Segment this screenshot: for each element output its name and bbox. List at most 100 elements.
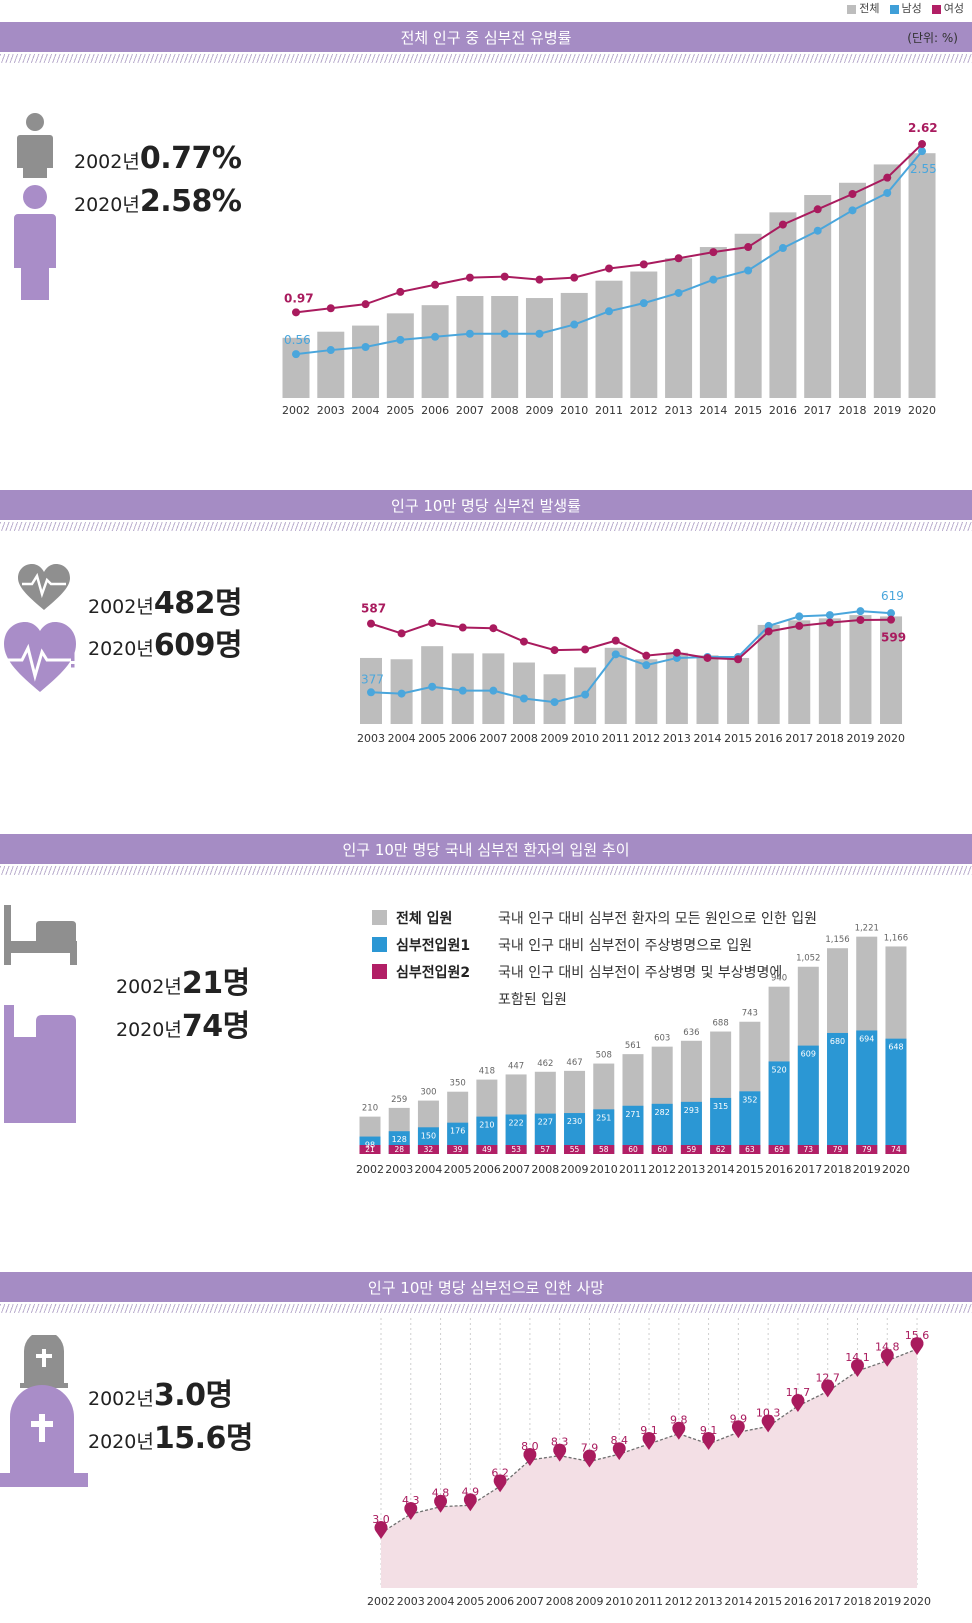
prevalence-xtick-2003: 2003 [317,404,345,417]
admission-bar-hf2-2007 [505,1145,527,1154]
incidence-xtick-2012: 2012 [632,732,660,745]
legend-swatch-total [847,4,857,14]
admission-label-hf1-2008: 227 [538,1118,553,1127]
prevalence-xtick-2011: 2011 [595,404,623,417]
admission-bar-hf2-2012 [651,1145,673,1154]
incidence-female-point-4 [489,624,498,633]
admission-bar-hf1-2013 [680,1101,702,1154]
mortality-label-2005: 4.9 [462,1485,480,1498]
mortality-label-2011: 9.1 [640,1424,658,1437]
admission-bar-hf2-2002 [359,1145,381,1154]
admission-label-hf2-2005: 39 [453,1145,463,1154]
mortality-label-2007: 8.0 [521,1440,539,1453]
admission-label-hf2-2007: 53 [511,1145,521,1154]
mortality-marker-2006 [493,1474,507,1493]
mortality-label-2017: 12.7 [815,1371,840,1384]
section1-unit: (단위: %) [907,30,958,45]
incidence-xtick-2010: 2010 [571,732,599,745]
admission-xtick-2002: 2002 [356,1163,384,1176]
admission-label-total-2015: 743 [742,1009,758,1019]
mortality-area [381,1349,918,1588]
prevalence-male-point-18 [918,147,927,156]
prevalence-bar-2009 [525,298,553,398]
bed-icon [4,905,77,1123]
section3-stat-2020-year: 2020년 [116,1019,182,1041]
section4-banner: 인구 10만 명당 심부전으로 인한 사망 [0,1272,972,1302]
mortality-label-2020: 15.6 [905,1329,930,1342]
admission-label-hf1-2012: 282 [655,1108,670,1117]
admission-bar-hf2-2013 [680,1145,702,1154]
mortality-label-2010: 8.4 [610,1434,628,1447]
incidence-male-point-6 [550,698,559,707]
incidence-bar-2016 [757,624,780,724]
mortality-xtick-2005: 2005 [456,1595,484,1608]
mortality-label-2006: 6.2 [491,1466,509,1479]
admission-legend-desc-total: 국내 인구 대비 심부전 환자의 모든 원인으로 인한 입원 [498,910,817,927]
admission-bar-hf2-2017 [797,1145,819,1154]
admission-label-hf1-2002: 98 [365,1141,375,1150]
mortality-xtick-2015: 2015 [754,1595,782,1608]
incidence-female-point-7 [581,645,590,654]
incidence-female-point-2 [428,618,437,627]
admission-legend-swatch-total [372,910,387,925]
incidence-bar-2012 [635,659,658,724]
prevalence-xtick-2010: 2010 [560,404,588,417]
admission-bar-hf2-2010 [593,1145,615,1154]
admission-label-hf1-2014: 315 [713,1102,728,1111]
prevalence-bar-2003 [317,331,345,398]
prevalence-female-point-2 [361,300,370,309]
incidence-male-point-7 [581,690,590,699]
admission-bar-hf1-2007 [505,1114,527,1154]
admission-legend-name-hf2: 심부전입원2 [396,964,471,981]
admission-bar-hf1-2018 [827,1032,849,1154]
section4-stat-2002-value: 3.0명 [153,1378,233,1413]
incidence-bar-2015 [727,657,750,724]
mortality-label-2003: 4.3 [402,1494,420,1507]
admission-label-hf1-2017: 609 [801,1050,816,1059]
admission-legend-swatch-hf1 [372,937,387,952]
incidence-label-female-first: 587 [361,602,386,616]
admission-bar-hf1-2014 [710,1097,732,1154]
mortality-marker-2008 [553,1443,567,1462]
mortality-marker-2016 [791,1394,805,1412]
admission-legend-row-cont: 포함된 입원 [372,985,817,1012]
mortality-label-2012: 9.8 [670,1414,688,1427]
incidence-male-point-17 [887,609,896,618]
admission-bar-hf1-2008 [534,1113,556,1154]
incidence-female-point-0 [367,619,375,628]
legend-label-female: 여성 [943,2,964,15]
mortality-marker-2017 [821,1379,835,1398]
section4-stat-2002: 2002년3.0명 [88,1370,233,1414]
prevalence-bar-2010 [560,292,588,398]
incidence-bar-2011 [604,647,627,724]
prevalence-male-point-6 [500,329,509,338]
admission-bar-hf2-2003 [388,1145,410,1154]
admission-label-hf1-2004: 150 [421,1131,436,1140]
prevalence-bar-2004 [352,325,380,398]
admission-label-total-2003: 259 [391,1095,407,1105]
admission-legend-name-hf1: 심부전입원1 [396,937,471,954]
heart-icon [4,564,76,692]
admission-xtick-2014: 2014 [707,1163,735,1176]
prevalence-male-point-17 [883,188,892,197]
admission-label-hf2-2008: 57 [541,1145,551,1154]
admission-label-total-2011: 561 [625,1041,641,1051]
admission-label-total-2018: 1,156 [825,935,849,945]
legend-item-female: 여성 [931,0,964,16]
prevalence-bar-2013 [665,258,693,398]
admission-bar-hf1-2011 [622,1105,644,1154]
admission-label-hf2-2015: 63 [745,1145,755,1154]
section2-stat-2002-year: 2002년 [88,596,154,618]
admission-bar-hf1-2017 [797,1045,819,1154]
incidence-xtick-2005: 2005 [418,732,446,745]
incidence-bar-2017 [788,620,811,724]
mortality-marker-2015 [761,1414,775,1433]
prevalence-female-point-12 [709,248,718,257]
mortality-xtick-2007: 2007 [516,1595,544,1608]
mortality-xtick-2010: 2010 [605,1595,633,1608]
prevalence-male-point-0 [292,350,300,359]
incidence-label-female-last: 599 [881,631,906,645]
prevalence-xtick-2005: 2005 [386,404,414,417]
admission-label-hf2-2020: 74 [891,1145,901,1154]
incidence-male-point-13 [764,621,773,630]
